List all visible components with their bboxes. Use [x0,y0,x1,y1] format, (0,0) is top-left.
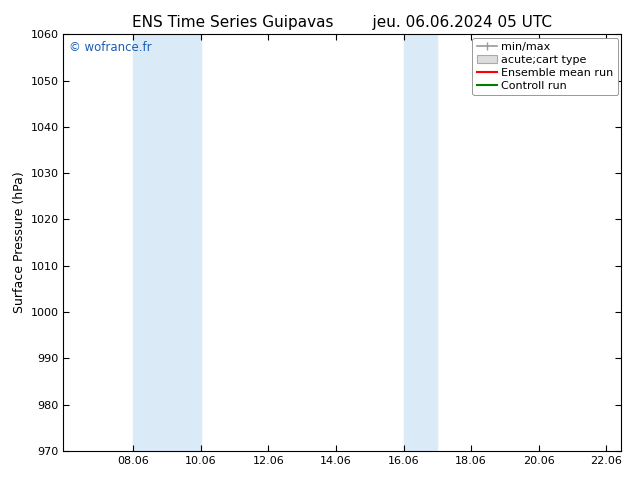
Title: ENS Time Series Guipavas        jeu. 06.06.2024 05 UTC: ENS Time Series Guipavas jeu. 06.06.2024… [133,15,552,30]
Bar [404,34,437,451]
Text: © wofrance.fr: © wofrance.fr [69,41,152,53]
Y-axis label: Surface Pressure (hPa): Surface Pressure (hPa) [13,172,26,314]
Legend: min/max, acute;cart type, Ensemble mean run, Controll run: min/max, acute;cart type, Ensemble mean … [472,38,618,95]
Bar [133,34,201,451]
